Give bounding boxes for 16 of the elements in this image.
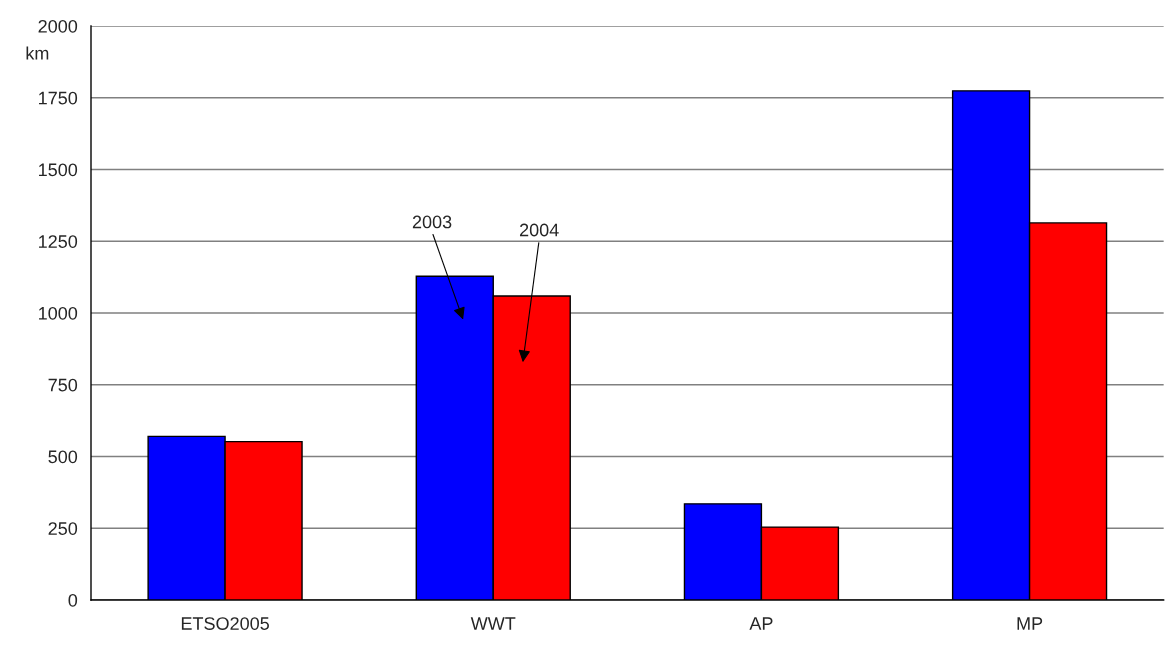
y-tick-label: 2000 — [38, 19, 78, 33]
y-tick-label: 1750 — [39, 91, 78, 105]
y-axis-title: km — [26, 46, 49, 60]
y-tick-label: 500 — [48, 450, 78, 464]
x-tick-label: AP — [749, 617, 773, 630]
y-tick-label: 750 — [48, 378, 78, 392]
y-tick-label: 1500 — [39, 163, 78, 177]
y-tick-label: 250 — [48, 522, 78, 535]
y-tick-label: 0 — [68, 593, 78, 607]
x-tick-label: ETSO2005 — [181, 617, 269, 630]
x-tick-label: WWT — [470, 617, 516, 630]
text: 2003 — [412, 215, 452, 229]
y-tick-label: 1000 — [39, 306, 78, 320]
text: 2004 — [519, 223, 559, 237]
x-tick-label: MP — [1017, 617, 1043, 630]
y-tick-label: 1250 — [39, 235, 78, 248]
